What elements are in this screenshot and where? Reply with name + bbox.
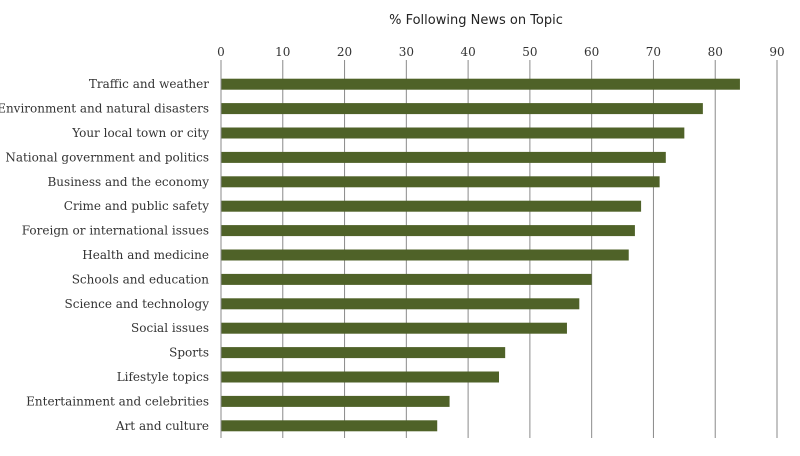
category-label: Health and medicine [82,248,209,262]
chart-title: % Following News on Topic [389,13,563,28]
bar-schools-and-education [221,273,592,285]
category-label: Science and technology [65,297,210,311]
x-axis-tick-labels: 0 10 20 30 40 50 60 70 80 90 [217,45,784,59]
category-label: Lifestyle topics [117,370,209,384]
category-label: Environment and natural disasters [0,102,209,116]
category-label: Schools and education [72,272,210,286]
bar-crime-and-public-safety [221,200,642,212]
category-labels: Traffic and weather Environment and natur… [0,77,209,433]
category-label: Your local town or city [71,126,209,140]
bar-health-and-medicine [221,249,629,261]
bar-art-and-culture [221,420,438,432]
x-tick-label: 20 [337,45,352,59]
category-label: Business and the economy [47,175,209,189]
x-tick-label: 80 [708,45,723,59]
bar-sports [221,347,506,359]
x-tick-label: 0 [217,45,225,59]
bar-entertainment-and-celebrities [221,395,450,407]
bar-foreign-or-international-issues [221,225,635,237]
x-tick-label: 90 [769,45,784,59]
x-tick-label: 40 [460,45,475,59]
category-label: Crime and public safety [64,199,209,213]
category-label: Art and culture [115,419,209,433]
bar-traffic-and-weather [221,78,740,90]
category-label: National government and politics [5,150,209,164]
category-label: Sports [169,346,209,360]
bar-business-and-the-economy [221,176,660,188]
category-label: Foreign or international issues [22,224,209,238]
bar-lifestyle-topics [221,371,499,383]
x-tick-label: 60 [584,45,599,59]
x-tick-label: 70 [646,45,661,59]
category-label: Social issues [131,321,209,335]
bar-national-government-and-politics [221,151,666,163]
bars [221,78,740,432]
category-label: Traffic and weather [89,77,209,91]
bar-social-issues [221,322,567,334]
x-tick-label: 50 [522,45,537,59]
bar-environment-and-natural-disasters [221,103,703,115]
category-label: Entertainment and celebrities [26,394,209,408]
bar-your-local-town-or-city [221,127,685,139]
x-tick-label: 10 [275,45,290,59]
gridlines [220,60,778,438]
bar-science-and-technology [221,298,580,310]
x-tick-label: 30 [399,45,414,59]
